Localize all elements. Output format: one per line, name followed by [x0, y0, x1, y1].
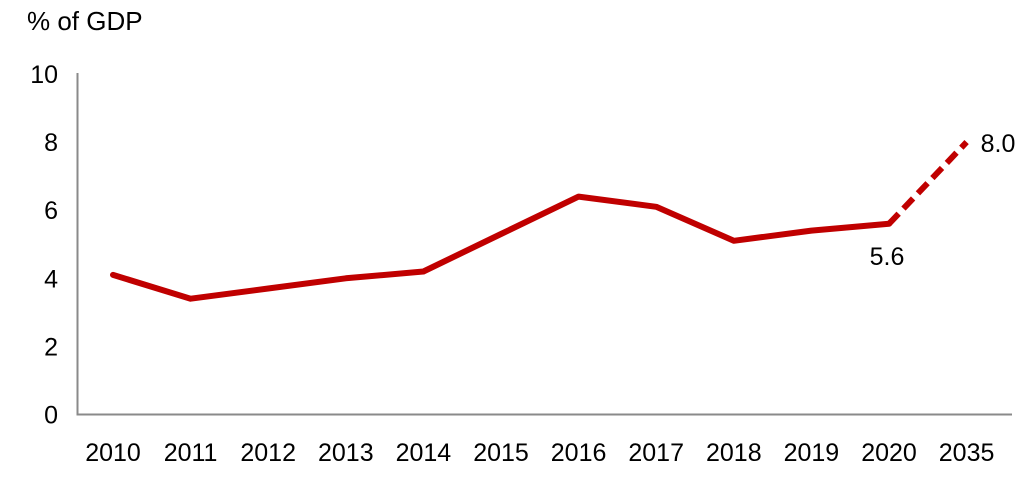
x-tick-label-2011: 2011: [164, 439, 218, 467]
x-tick-label-2013: 2013: [318, 439, 374, 467]
series-line-solid: [110, 193, 892, 302]
chart-title: % of GDP: [27, 6, 143, 36]
y-tick-label-6: 6: [44, 197, 58, 225]
x-tick-label-2012: 2012: [240, 439, 296, 467]
x-tick-label-2019: 2019: [784, 439, 840, 467]
data-label-2020: 5.6: [870, 243, 905, 271]
data-label-2035: 8.0: [981, 130, 1016, 158]
x-tick-label-2017: 2017: [628, 439, 684, 467]
y-tick-label-10: 10: [30, 61, 58, 89]
x-tick-label-2015: 2015: [473, 439, 529, 467]
series-line-dashed-projection: [886, 140, 969, 226]
x-tick-label-2018: 2018: [706, 439, 762, 467]
x-tick-label-2035: 2035: [939, 439, 995, 467]
line-series: [110, 140, 969, 302]
x-tick-label-2016: 2016: [551, 439, 607, 467]
y-tick-label-4: 4: [44, 265, 58, 293]
data-labels: 5.6 8.0: [870, 130, 1016, 271]
x-tick-labels: 2010 2011 2012 2013 2014 2015 2016 2017 2018 2019…: [85, 439, 994, 467]
y-tick-labels: 0 2 4 6 8 10: [30, 61, 58, 430]
x-tick-label-2020: 2020: [861, 439, 917, 467]
y-tick-label-0: 0: [44, 402, 58, 430]
x-tick-label-2014: 2014: [396, 439, 452, 467]
y-tick-label-8: 8: [44, 129, 58, 157]
y-tick-label-2: 2: [44, 333, 58, 361]
x-tick-label-2010: 2010: [85, 439, 141, 467]
